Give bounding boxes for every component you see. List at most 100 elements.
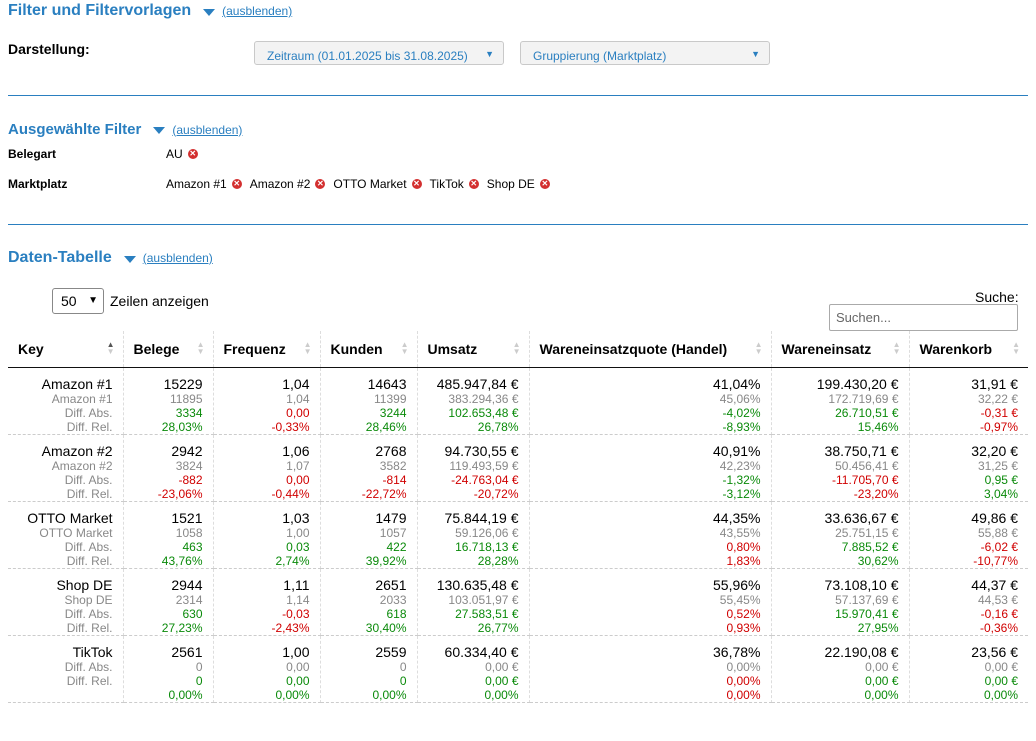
current-value: 41,04% [713,376,761,392]
column-header[interactable]: Wareneinsatzquote (Handel) ▲ ▼ [529,331,772,368]
current-value: 38.750,71 € [824,443,899,459]
previous-value: 59.126,06 € [455,526,519,540]
filter-chip: Shop DE ✕ [487,177,550,191]
remove-filter-icon[interactable]: ✕ [315,179,326,189]
diff-abs-value: 422 [386,540,407,554]
table-row[interactable]: OTTO Market OTTO Market Diff. Abs. Diff. Re… [8,501,1028,569]
diff-abs-value: 618 [386,607,407,621]
search-input[interactable] [829,304,1018,331]
row-sublabel: Diff. Abs. [64,406,113,420]
display-label: Darstellung: [8,41,90,57]
diff-rel-value: 0,00% [726,688,761,702]
grouping-select-value: Gruppierung (Marktplatz) [533,49,667,63]
value-cell: 2651 2033 618 30,40% [320,568,418,636]
filter-label: Belegart [8,147,57,161]
section-divider [8,95,1028,96]
diff-abs-value: 27.583,51 € [455,607,519,621]
diff-rel-value: -10,77% [973,554,1018,568]
page-length-select[interactable]: 50 ▼ [52,288,104,314]
collapse-caret-icon[interactable] [123,255,136,263]
table-row[interactable]: Amazon #1 Amazon #1 Diff. Abs. Diff. Rel. 15… [8,367,1028,435]
value-cell: 22.190,08 €0,00 €0,00 €0,00% [771,635,910,703]
selected-filters-hide-link[interactable]: (ausblenden) [172,122,243,137]
previous-value: 32,22 € [977,392,1018,406]
collapse-caret-icon[interactable] [153,127,166,134]
filter-chip-label: Amazon #1 [166,177,227,191]
row-sublabel: Shop DE [64,593,113,607]
diff-rel-value: 28,46% [365,420,407,434]
selected-filters-title: Ausgewählte Filter [8,121,142,138]
column-header[interactable]: Warenkorb ▲ ▼ [909,331,1028,368]
diff-rel-value: -3,12% [722,487,761,501]
key-cell: TikTok Diff. Abs. Diff. Rel. [8,635,124,703]
current-value: 75.844,19 € [444,510,519,526]
filter-section-hide-link[interactable]: (ausblenden) [222,4,293,18]
value-cell: 32,20 €31,25 €0,95 €3,04% [909,434,1028,502]
table-row[interactable]: TikTok Diff. Abs. Diff. Rel. 2561 0 0 0,00% 1,0… [8,635,1028,703]
value-cell: 1,06 1,07 0,00 -0,44% [213,434,321,502]
column-header-label: Kunden [330,341,383,357]
filter-chip-label: OTTO Market [333,177,407,191]
value-cell: 2942 3824 -882 -23,06% [123,434,214,502]
table-row[interactable]: Amazon #2 Amazon #2 Diff. Abs. Diff. Rel. 29… [8,434,1028,502]
row-sublabel: Diff. Rel. [66,621,113,635]
row-sublabel: Diff. Rel. [66,487,113,501]
remove-filter-icon[interactable]: ✕ [231,179,242,189]
sort-icon: ▲ ▼ [196,340,205,356]
diff-rel-value: 26,78% [477,420,519,434]
diff-abs-value: 16.718,13 € [455,540,519,554]
remove-filter-icon[interactable]: ✕ [411,179,422,189]
previous-value: 0,00 € [865,660,899,674]
remove-filter-icon[interactable]: ✕ [468,179,479,189]
diff-rel-value: 2,74% [275,554,310,568]
collapse-caret-icon[interactable] [203,8,216,16]
row-sublabel: Diff. Rel. [66,420,113,434]
diff-abs-value: 0,00 [286,674,310,688]
value-cell: 1479 1057 422 39,92% [320,501,418,569]
column-header[interactable]: Belege ▲ ▼ [123,331,214,368]
value-cell: 15229 11895 3334 28,03% [123,367,214,435]
value-cell: 1,03 1,00 0,03 2,74% [213,501,321,569]
remove-filter-icon[interactable]: ✕ [539,179,550,189]
column-header-label: Frequenz [223,341,286,357]
column-header[interactable]: Umsatz ▲ ▼ [417,331,530,368]
diff-rel-value: 39,92% [365,554,407,568]
diff-rel-value: -23,06% [157,487,203,501]
diff-rel-value: -0,44% [271,487,310,501]
column-header[interactable]: Kunden ▲ ▼ [320,331,418,368]
previous-value: 11399 [374,392,407,406]
column-header[interactable]: Wareneinsatz ▲ ▼ [771,331,910,368]
sort-icon: ▲ ▼ [1012,340,1020,356]
previous-value: 44,53 € [977,593,1018,607]
previous-value: 0 [195,660,203,674]
remove-filter-icon[interactable]: ✕ [187,149,198,159]
row-key: Shop DE [56,577,113,593]
previous-value: 55,45% [719,593,761,607]
diff-abs-value: 0,03 [286,540,310,554]
diff-abs-value: 0,00 [286,473,310,487]
value-cell: 1,00 0,00 0,00 0,00% [213,635,321,703]
current-value: 49,86 € [971,510,1018,526]
column-header[interactable]: Frequenz ▲ ▼ [213,331,321,368]
filter-chip-label: AU [166,147,183,161]
current-value: 1,04 [282,376,310,392]
previous-value: 42,23% [719,459,761,473]
data-table-hide-link[interactable]: (ausblenden) [142,251,213,265]
current-value: 1,06 [282,443,310,459]
filter-label: Marktplatz [8,177,68,191]
diff-abs-value: -1,32% [722,473,761,487]
filter-chip-label: Amazon #2 [249,177,311,191]
grouping-select[interactable]: Gruppierung (Marktplatz) ▼ [520,41,770,65]
row-key: Amazon #2 [41,443,113,459]
diff-rel-value: 0,00% [864,688,899,702]
diff-rel-value: -22,72% [361,487,407,501]
current-value: 32,20 € [971,443,1018,459]
column-header[interactable]: Key ▲ ▼ [8,331,124,368]
diff-rel-value: 0,00% [484,688,519,702]
row-key: Amazon #1 [41,376,113,392]
current-value: 15229 [163,376,203,392]
period-select[interactable]: Zeitraum (01.01.2025 bis 31.08.2025) ▼ [254,41,504,65]
previous-value: 2033 [379,593,407,607]
value-cell: 41,04% 45,06% -4,02% -8,93% [529,367,772,435]
table-row[interactable]: Shop DE Shop DE Diff. Abs. Diff. Rel. 2944 23… [8,568,1028,636]
